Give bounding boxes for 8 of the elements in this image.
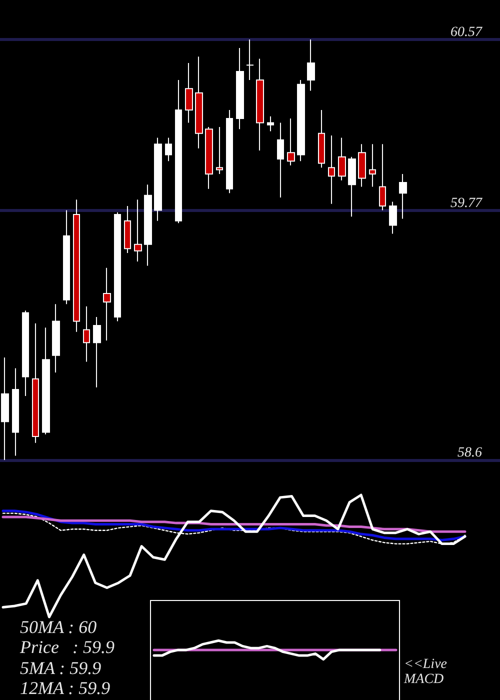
text: 12MA : 59.9 — [20, 678, 110, 698]
text: 5MA : 59.9 — [20, 658, 102, 678]
annotation: 50MA : 60 — [20, 617, 97, 638]
y-tick-label: 60.57 — [450, 25, 483, 40]
y-tick-label: 58.6 — [458, 446, 482, 460]
y-tick-label: 59.77 — [450, 196, 483, 211]
text: Price : 59.9 — [20, 637, 114, 658]
text: <<Live MACD — [404, 657, 448, 687]
